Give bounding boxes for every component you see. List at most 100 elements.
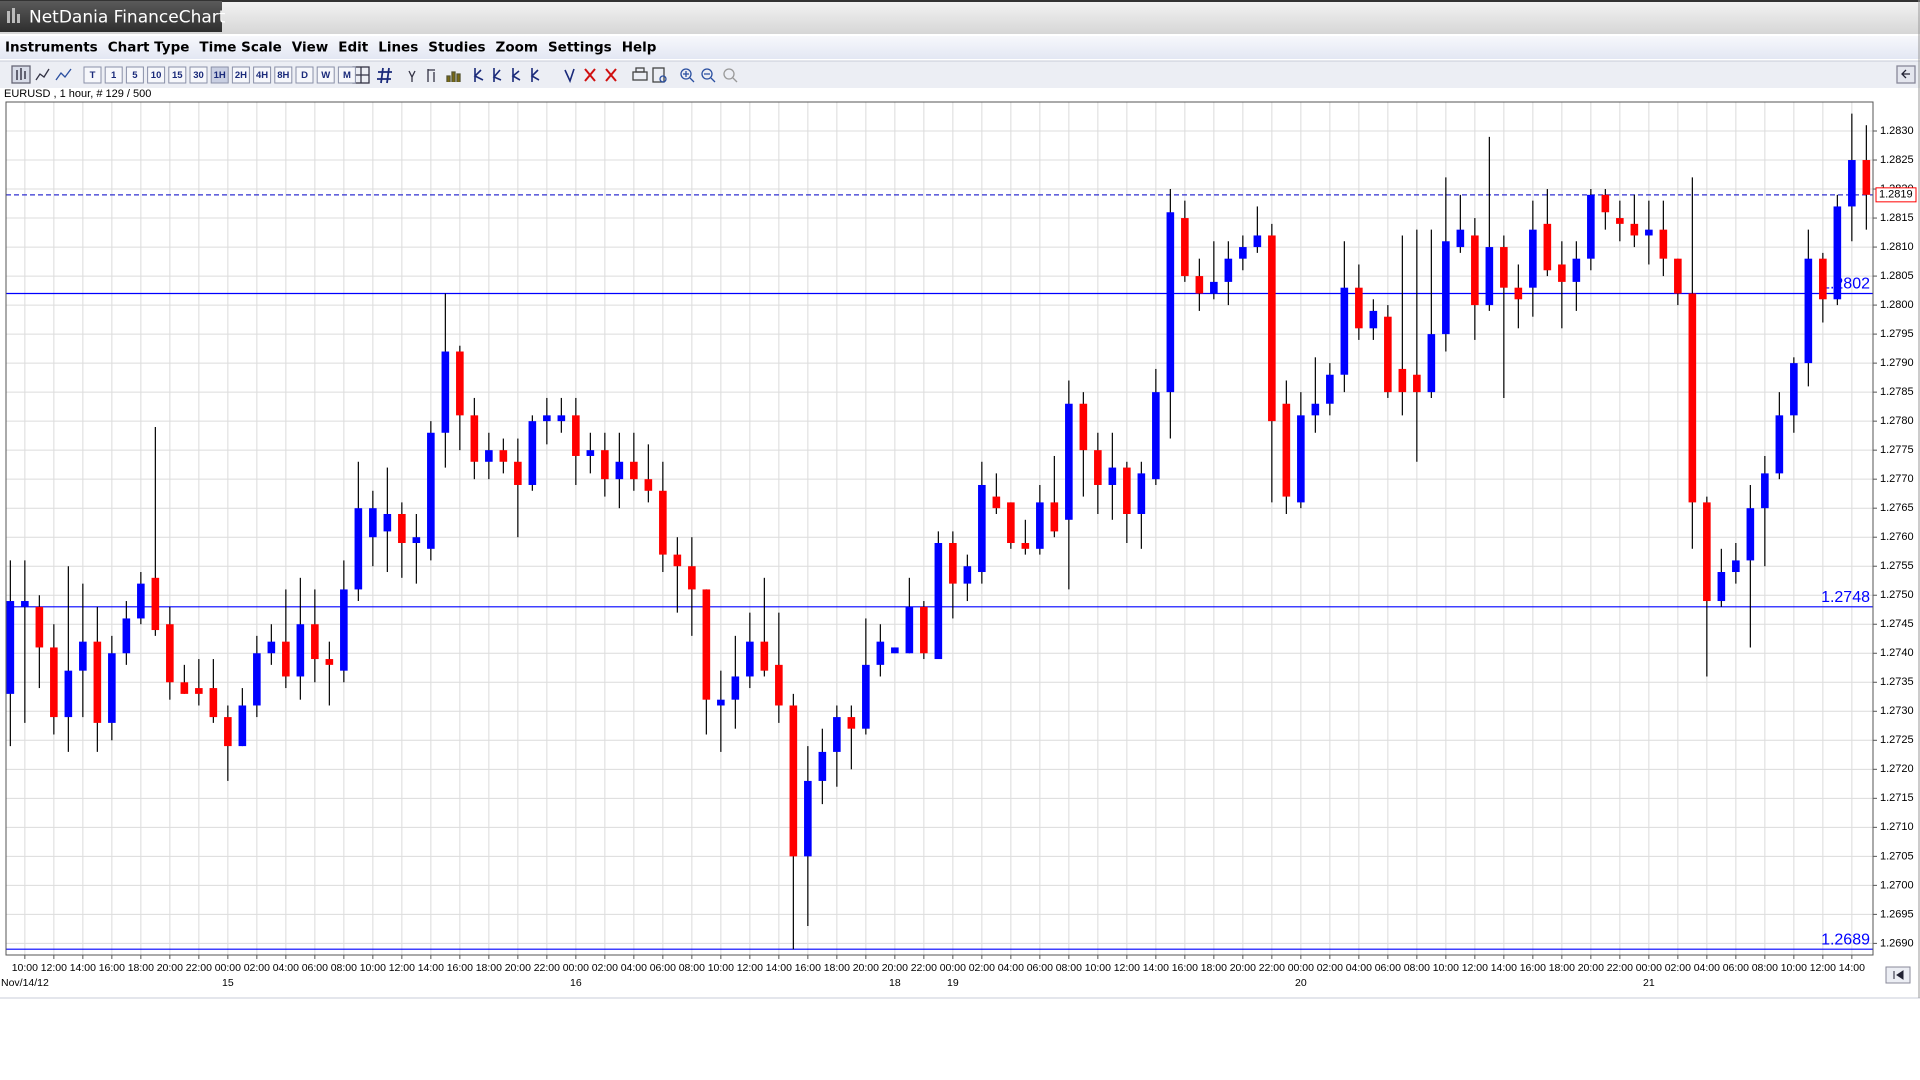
icon-preview[interactable] [652,67,665,83]
icon-delete-all[interactable] [605,68,617,82]
chart-info: EURUSD , 1 hour, # 129 / 500 [4,88,151,100]
candle-body [1688,293,1697,503]
menu-item[interactable]: Studies [428,40,485,56]
icon-delete[interactable] [584,68,596,82]
menu-item[interactable]: Chart Type [108,40,190,56]
candle-body [1137,473,1146,514]
x-tick-label: 14:00 [1491,962,1517,974]
menu-item[interactable]: Help [622,40,657,56]
timescale-button[interactable] [316,66,335,84]
icon-fib[interactable] [427,69,435,82]
candle-body [311,624,319,660]
candle-body [1558,264,1566,282]
candle-body [1616,218,1624,224]
icon-zoom-in[interactable] [680,68,692,80]
x-tick-label: 00:00 [563,962,589,974]
menu-item[interactable]: Settings [548,40,612,56]
timescale-button-label[interactable]: 15 [172,70,183,81]
y-tick-label: 1.2720 [1880,763,1914,775]
icon-zoom-reset[interactable] [723,68,735,80]
timescale-button-label[interactable]: 10 [151,70,162,81]
timescale-button[interactable] [210,66,229,84]
timescale-button-label[interactable]: M [343,70,351,81]
candle-body [673,554,682,567]
timescale-button-label[interactable]: T [90,70,96,81]
candle-body [1007,502,1015,544]
icon-print-top [635,67,645,73]
candle-body [586,450,595,456]
candle-body [122,618,131,654]
candle-body [1601,194,1610,213]
last-price-label: 1.2819 [1879,189,1913,201]
icon-trend[interactable] [564,68,575,84]
timescale-button[interactable] [337,66,356,84]
timescale-button[interactable] [231,66,250,84]
timescale-button-label[interactable]: 4H [256,70,268,81]
y-tick-label: 1.2750 [1880,589,1914,601]
timescale-button-label[interactable]: 8H [277,70,289,81]
candle-body [1224,258,1233,282]
plot-border [5,101,1874,956]
candle-body [1195,276,1204,294]
menu-item[interactable]: Time Scale [199,40,281,56]
menu-item[interactable]: Instruments [5,40,98,56]
y-tick-label: 1.2755 [1880,560,1914,572]
icon-fork[interactable] [408,70,416,82]
y-tick-label: 1.2800 [1880,299,1914,311]
timescale-button[interactable] [168,66,187,84]
y-tick-label: 1.2830 [1880,125,1914,137]
icon-studies[interactable] [473,68,540,82]
timescale-button[interactable] [189,66,208,84]
candle-body [1819,258,1827,300]
timescale-button[interactable] [295,66,314,84]
x-tick-label: 18:00 [128,962,154,974]
x-tick-label: 22:00 [911,962,937,974]
candle-body [1253,235,1262,248]
title-bar-edge [0,0,1920,2]
icon-ohlc[interactable] [35,68,50,81]
timescale-button[interactable] [104,66,123,84]
candle-body [746,641,754,677]
candle-body [1804,258,1813,364]
candle-body [1369,310,1378,329]
timescale-button-label[interactable]: 5 [132,70,138,81]
timescale-button-label[interactable]: W [321,70,330,81]
candle-body [862,664,870,729]
panel-toggle-glyph [1901,69,1910,79]
menu-item[interactable]: View [292,40,328,56]
icon-volume[interactable] [446,71,461,82]
candle-body [1471,235,1479,306]
timescale-button[interactable] [147,66,166,84]
timescale-button[interactable] [83,66,102,84]
timescale-button-label[interactable]: 1H [214,70,226,81]
timescale-button-label[interactable]: 2H [235,70,247,81]
candle-body [195,688,203,694]
candle-body [920,606,928,654]
x-tick-label: 16:00 [795,962,821,974]
menu-item[interactable]: Lines [378,40,418,56]
candle-body [528,421,537,485]
timescale-button[interactable] [125,66,144,84]
timescale-button-label[interactable]: 1 [111,70,117,81]
icon-zoom-out[interactable] [701,68,713,80]
icon-grid[interactable] [377,67,392,84]
x-tick-label: 18:00 [1201,962,1227,974]
x-tick-label: 10:00 [360,962,386,974]
y-tick-label: 1.2735 [1880,676,1914,688]
date-label: 19 [947,977,959,989]
timescale-button-label[interactable]: 30 [193,70,204,81]
timescale-button[interactable] [253,66,272,84]
scroll-button-glyph [1893,970,1904,980]
menu-item[interactable]: Zoom [496,40,538,56]
timescale-button-label[interactable]: D [301,70,308,81]
icon-line[interactable] [55,68,72,81]
candle-body [253,653,261,706]
x-tick-label: 00:00 [940,962,966,974]
x-tick-label: 18:00 [824,962,850,974]
menu-item[interactable]: Edit [338,40,369,56]
candle-body [1790,363,1798,416]
scroll-button[interactable] [1885,966,1911,984]
timescale-button[interactable] [274,66,293,84]
app-title: NetDania FinanceChart [29,8,226,28]
y-tick-label: 1.2690 [1880,937,1914,949]
